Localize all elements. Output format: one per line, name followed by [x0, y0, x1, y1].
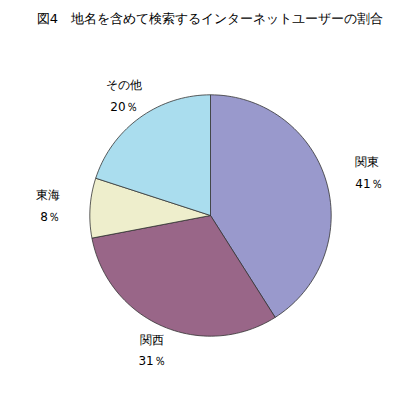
html-text:図4 地名を含めて検索するインターネットユーザーの割合: 図4 地名を含めて検索するインターネットユーザーの割合	[36, 11, 384, 26]
svg-text:その他: その他	[106, 78, 142, 92]
svg-text:関東: 関東	[355, 155, 379, 169]
svg-text:関西: 関西	[140, 333, 164, 347]
svg-text:31％: 31％	[138, 354, 165, 368]
svg-text:8％: 8％	[40, 210, 60, 224]
svg-text:20％: 20％	[110, 100, 137, 114]
svg-text:41％: 41％	[355, 177, 382, 191]
svg-text:東海: 東海	[36, 188, 60, 202]
